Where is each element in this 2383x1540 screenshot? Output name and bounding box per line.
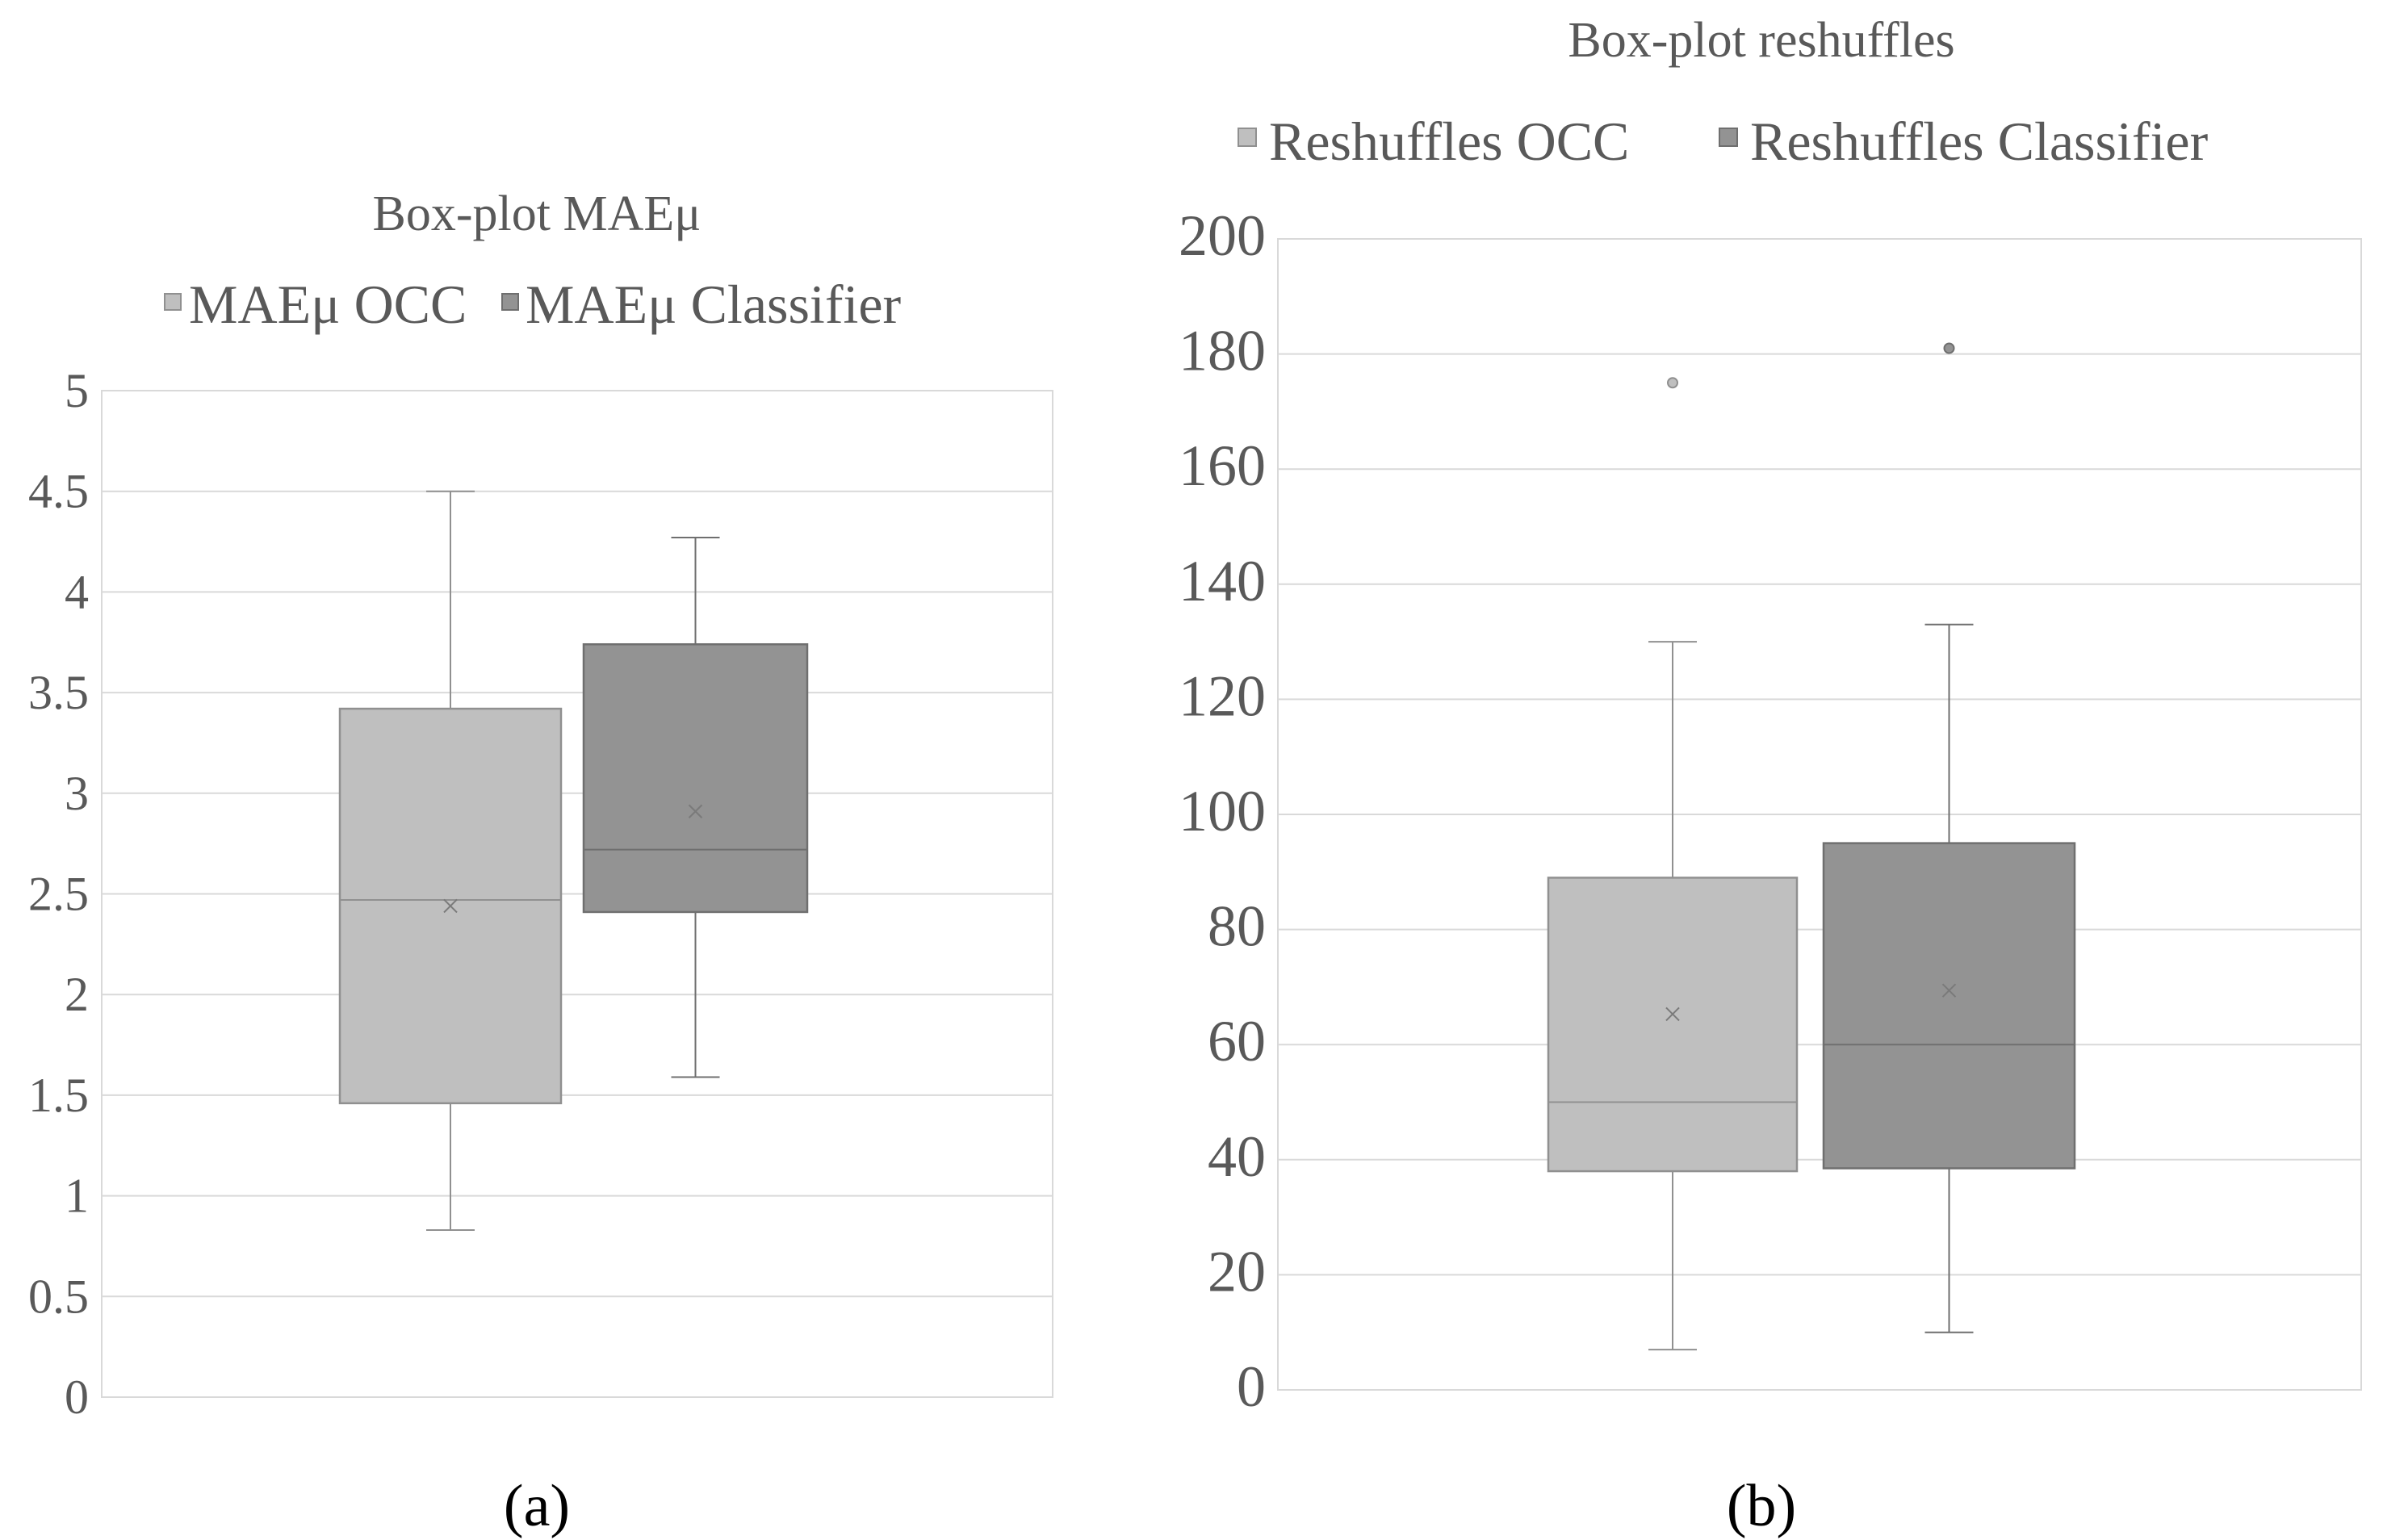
chart-a-boxes bbox=[338, 490, 809, 1231]
chart-b: Box-plot reshuffles Reshuffles OCC Reshu… bbox=[1179, 13, 2362, 1539]
y-tick-label: 20 bbox=[1208, 1239, 1266, 1304]
legend-label-reshuffles-occ: Reshuffles OCC bbox=[1269, 111, 1629, 172]
box-occ bbox=[338, 490, 563, 1231]
chart-a-legend: MAEμ OCC MAEμ Classifier bbox=[164, 274, 902, 335]
chart-b-y-ticks: 0 20 40 60 80 100 120 140 160 180 200 bbox=[1179, 203, 1266, 1419]
y-tick-label: 1 bbox=[65, 1170, 89, 1223]
chart-b-gridlines bbox=[1278, 238, 2361, 1391]
y-tick-label: 2 bbox=[65, 968, 89, 1021]
iqr-box bbox=[1822, 842, 2076, 1170]
y-tick-label: 3.5 bbox=[28, 666, 89, 719]
chart-a-title: Box-plot MAEμ bbox=[373, 186, 701, 241]
chart-b-legend: Reshuffles OCC Reshuffles Classifier bbox=[1238, 111, 2209, 172]
chart-a: Box-plot MAEμ MAEμ OCC MAEμ Classifier 0… bbox=[28, 186, 1053, 1539]
chart-a-caption: (a) bbox=[504, 1473, 570, 1539]
mean-marker bbox=[688, 804, 703, 818]
box-classifier bbox=[1822, 342, 2076, 1333]
chart-b-boxes bbox=[1547, 342, 2076, 1351]
outlier-point bbox=[1943, 342, 1955, 354]
legend-label-classifier: MAEμ Classifier bbox=[526, 274, 902, 335]
y-tick-label: 0 bbox=[65, 1371, 89, 1424]
mean-marker bbox=[1941, 983, 1957, 998]
y-tick-label: 0.5 bbox=[28, 1270, 89, 1323]
outlier-point bbox=[1667, 377, 1678, 389]
box-classifier bbox=[582, 537, 809, 1078]
chart-a-y-ticks: 0 0.5 1 1.5 2 2.5 3 3.5 4 4.5 5 bbox=[28, 364, 89, 1424]
chart-b-caption: (b) bbox=[1727, 1473, 1796, 1539]
y-tick-label: 0 bbox=[1237, 1354, 1266, 1419]
legend-label-occ: MAEμ OCC bbox=[189, 274, 467, 335]
legend-swatch-reshuffles-classifier bbox=[1719, 128, 1738, 147]
y-tick-label: 5 bbox=[65, 364, 89, 417]
y-tick-label: 120 bbox=[1179, 663, 1266, 728]
chart-b-title: Box-plot reshuffles bbox=[1568, 13, 1954, 68]
y-tick-label: 140 bbox=[1179, 549, 1266, 613]
y-tick-label: 1.5 bbox=[28, 1069, 89, 1122]
mean-marker bbox=[443, 898, 458, 914]
chart-a-gridlines bbox=[102, 390, 1053, 1398]
mean-marker bbox=[1665, 1006, 1680, 1022]
y-tick-label: 60 bbox=[1208, 1009, 1266, 1073]
legend-swatch-reshuffles-occ bbox=[1238, 128, 1257, 147]
y-tick-label: 180 bbox=[1179, 319, 1266, 383]
iqr-box bbox=[1547, 877, 1799, 1173]
y-tick-label: 2.5 bbox=[28, 868, 89, 921]
y-tick-label: 200 bbox=[1179, 203, 1266, 268]
y-tick-label: 3 bbox=[65, 767, 89, 820]
y-tick-label: 100 bbox=[1179, 779, 1266, 843]
box-occ bbox=[1547, 377, 1799, 1351]
legend-swatch-classifier bbox=[501, 293, 519, 311]
y-tick-label: 160 bbox=[1179, 433, 1266, 498]
legend-swatch-occ bbox=[164, 293, 182, 311]
y-tick-label: 4 bbox=[65, 565, 89, 618]
y-tick-label: 4.5 bbox=[28, 465, 89, 518]
iqr-box bbox=[582, 642, 809, 914]
y-tick-label: 40 bbox=[1208, 1124, 1266, 1189]
y-tick-label: 80 bbox=[1208, 894, 1266, 959]
legend-label-reshuffles-classifier: Reshuffles Classifier bbox=[1750, 111, 2209, 172]
